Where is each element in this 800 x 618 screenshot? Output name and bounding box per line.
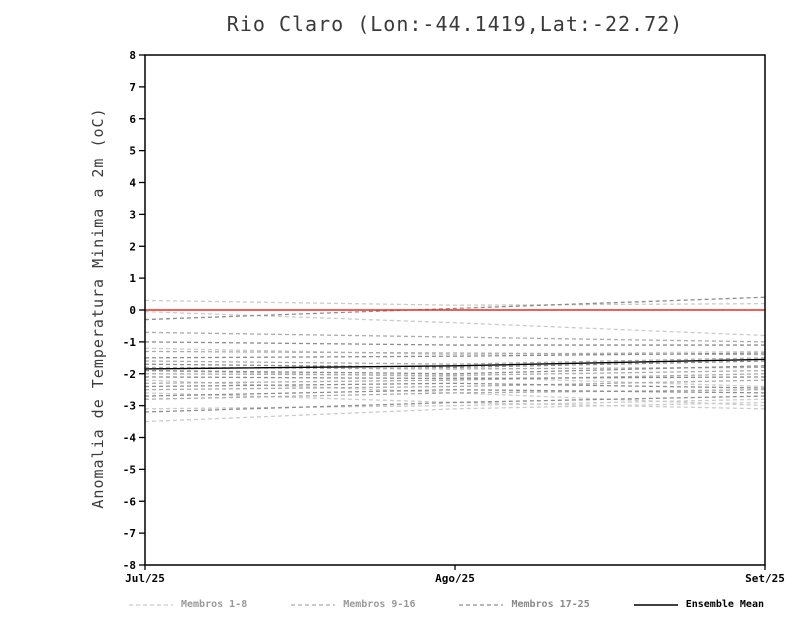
- svg-text:Ago/25: Ago/25: [435, 572, 475, 585]
- legend-line-sample-members-17-25: [459, 603, 504, 606]
- chart-legend: Membros 1-8 Membros 9-16 Membros 17-25 E…: [128, 599, 764, 610]
- legend-line-sample-members-1-8: [129, 603, 173, 606]
- legend-item-members-9-16: Membros 9-16: [290, 599, 415, 610]
- svg-text:Set/25: Set/25: [745, 572, 785, 585]
- svg-text:3: 3: [129, 208, 136, 221]
- chart-title: Rio Claro (Lon:-44.1419,Lat:-22.72): [226, 12, 684, 36]
- legend-label: Membros 9-16: [343, 599, 416, 610]
- legend-item-ensemble-mean: Ensemble Mean: [633, 599, 764, 610]
- legend-label: Membros 1-8: [181, 599, 248, 610]
- svg-text:0: 0: [129, 304, 136, 317]
- svg-text:6: 6: [129, 113, 136, 126]
- svg-text:4: 4: [129, 177, 136, 190]
- svg-text:-5: -5: [123, 463, 136, 476]
- svg-text:-8: -8: [123, 559, 136, 572]
- legend-label: Ensemble Mean: [685, 599, 764, 610]
- svg-text:-3: -3: [123, 400, 136, 413]
- svg-text:Jul/25: Jul/25: [125, 572, 165, 585]
- svg-text:-1: -1: [123, 336, 137, 349]
- legend-line-sample-ensemble-mean: [633, 603, 678, 606]
- svg-text:1: 1: [129, 272, 136, 285]
- svg-text:5: 5: [129, 145, 136, 158]
- svg-text:2: 2: [129, 240, 136, 253]
- svg-text:-7: -7: [123, 527, 136, 540]
- svg-text:-6: -6: [123, 495, 137, 508]
- svg-text:7: 7: [129, 81, 136, 94]
- svg-text:8: 8: [129, 49, 136, 62]
- legend-line-sample-members-9-16: [291, 603, 336, 606]
- legend-label: Membros 17-25: [511, 599, 590, 610]
- svg-text:-2: -2: [123, 368, 136, 381]
- svg-text:-4: -4: [123, 432, 137, 445]
- legend-item-members-1-8: Membros 1-8: [128, 599, 247, 610]
- legend-item-members-17-25: Membros 17-25: [458, 599, 590, 610]
